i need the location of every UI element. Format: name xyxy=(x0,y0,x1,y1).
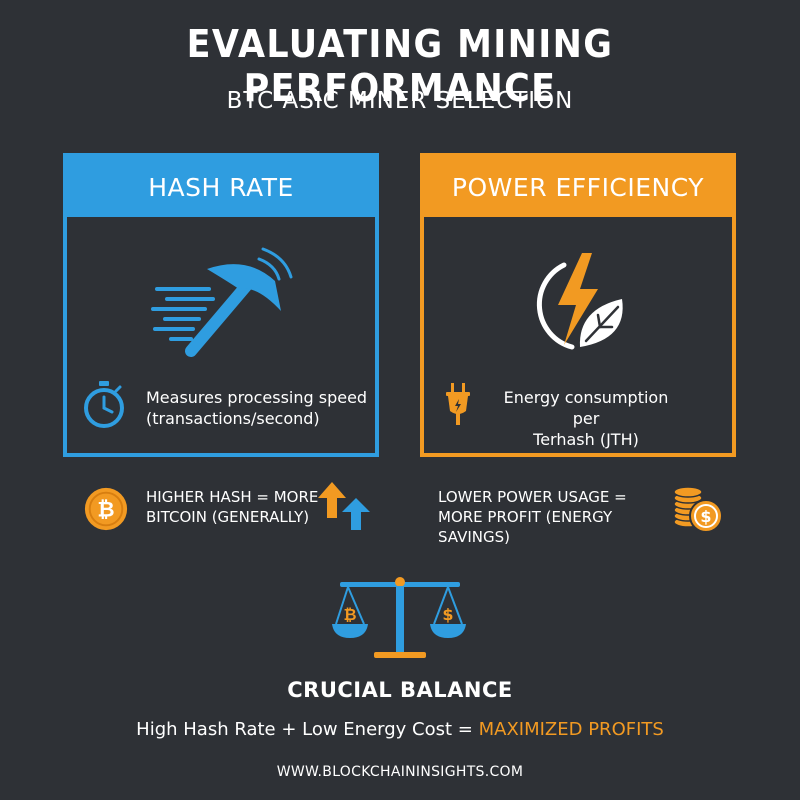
svg-text:$: $ xyxy=(442,605,453,624)
svg-text:$: $ xyxy=(700,507,711,526)
balance-title: CRUCIAL BALANCE xyxy=(287,678,513,702)
hash-rate-panel: HASH RATE xyxy=(63,153,379,457)
power-efficiency-panel-title: POWER EFFICIENCY xyxy=(424,157,732,217)
balance-equation-text: High Hash Rate + Low Energy Cost = xyxy=(136,719,479,740)
page-title: EVALUATING MINING PERFORMANCE xyxy=(186,22,614,110)
power-efficiency-panel: POWER EFFICIENCY Energy consumption per xyxy=(420,153,736,457)
lightning-leaf-icon xyxy=(536,253,623,350)
pickaxe-icon xyxy=(151,247,293,357)
bitcoin-coin-icon: ₿ xyxy=(84,487,128,531)
balance-equation: High Hash Rate + Low Energy Cost = MAXIM… xyxy=(0,719,800,740)
balance-equation-highlight: MAXIMIZED PROFITS xyxy=(478,719,664,740)
hash-rate-description-line2: (transactions/second) xyxy=(146,409,320,428)
stopwatch-icon xyxy=(84,381,124,428)
plug-icon xyxy=(446,383,470,425)
balance-scale-icon: ₿ $ xyxy=(332,577,466,658)
hash-note: HIGHER HASH = MORE BITCOIN (GENERALLY) xyxy=(146,487,326,527)
power-note-line2: MORE PROFIT (ENERGY SAVINGS) xyxy=(438,508,613,546)
svg-text:₿: ₿ xyxy=(343,605,356,624)
hash-rate-panel-title: HASH RATE xyxy=(67,157,375,217)
power-efficiency-description-line2: Terhash (JTH) xyxy=(533,430,639,449)
hash-note-line2: BITCOIN (GENERALLY) xyxy=(146,508,310,526)
up-arrows-icon xyxy=(318,482,370,530)
power-note-line1: LOWER POWER USAGE = xyxy=(438,488,627,506)
hash-rate-description-line1: Measures processing speed xyxy=(146,388,368,407)
hash-note-line1: HIGHER HASH = MORE xyxy=(146,488,319,506)
power-note: LOWER POWER USAGE = MORE PROFIT (ENERGY … xyxy=(438,487,678,547)
page-subtitle: BTC ASIC MINER SELECTION xyxy=(226,88,574,114)
hash-rate-description: Measures processing speed (transactions/… xyxy=(146,387,376,429)
coin-stack-icon: $ xyxy=(673,486,723,533)
power-efficiency-description-line1: Energy consumption per xyxy=(503,388,669,428)
footer-url: WWW.BLOCKCHAININSIGHTS.COM xyxy=(276,764,524,780)
svg-text:₿: ₿ xyxy=(97,497,114,522)
power-efficiency-description: Energy consumption per Terhash (JTH) xyxy=(496,387,676,450)
